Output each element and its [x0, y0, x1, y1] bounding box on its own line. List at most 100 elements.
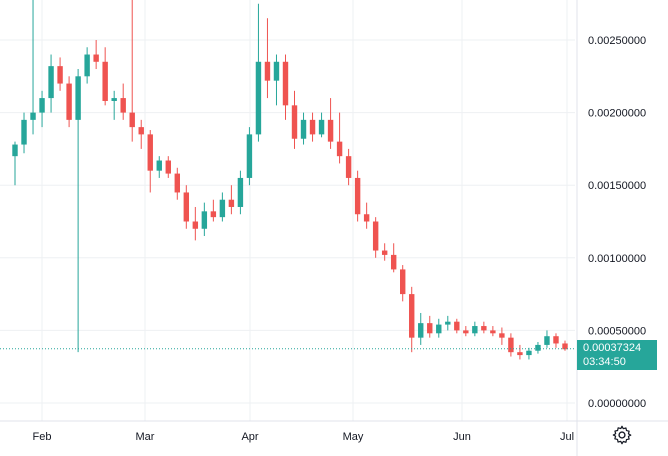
candle-body — [381, 250, 388, 255]
candle — [291, 90, 298, 149]
candle — [526, 347, 532, 360]
candle-body — [138, 127, 144, 135]
candle-body — [526, 350, 532, 356]
candle-body — [12, 144, 18, 157]
candle-body — [273, 61, 280, 81]
candle — [300, 112, 307, 145]
y-tick-label: 0.00200000 — [588, 108, 646, 120]
candle — [553, 333, 559, 348]
candle — [418, 312, 424, 345]
candle — [75, 69, 81, 353]
candle-body — [300, 119, 307, 139]
candle — [354, 170, 361, 222]
candle-body — [499, 333, 505, 338]
candle — [165, 156, 171, 178]
x-tick-label: Mar — [136, 431, 155, 443]
candle-body — [436, 324, 442, 334]
candle — [544, 330, 550, 348]
price-axis[interactable]: 0.00250000 0.00200000 0.00150000 0.00100000… — [588, 35, 646, 410]
candle — [535, 342, 541, 354]
candle — [327, 98, 334, 149]
candle — [318, 112, 325, 138]
candle — [345, 148, 352, 186]
candle — [517, 344, 523, 360]
candle-body — [210, 211, 217, 218]
candle — [255, 3, 262, 142]
candle — [210, 199, 217, 222]
candle-body — [228, 199, 235, 207]
candle-body — [562, 343, 568, 350]
candle — [129, 0, 135, 142]
candle-body — [255, 61, 262, 135]
candle-body — [147, 134, 153, 171]
candle-body — [535, 344, 541, 351]
candle — [174, 167, 180, 200]
candle — [228, 185, 235, 215]
candle — [57, 57, 63, 91]
candle-body — [553, 336, 559, 344]
candle-body — [129, 112, 135, 128]
candle — [436, 318, 442, 338]
candle — [192, 206, 199, 241]
candle — [111, 90, 117, 120]
candle — [372, 217, 379, 258]
candle-body — [174, 173, 180, 193]
candle-body — [192, 221, 199, 229]
candle-body — [84, 54, 90, 77]
candle-body — [463, 330, 469, 334]
candle — [102, 47, 108, 106]
bar-countdown: 03:34:50 — [583, 356, 626, 368]
candle-body — [21, 119, 27, 145]
candles — [12, 0, 568, 360]
candle — [246, 127, 253, 186]
candle-body — [309, 119, 316, 135]
candle — [183, 185, 190, 229]
candle-body — [246, 134, 253, 178]
y-tick-label: 0.00050000 — [588, 325, 646, 337]
x-tick-label: Feb — [33, 431, 52, 443]
time-axis[interactable]: Feb Mar Apr May Jun Jul — [33, 431, 575, 443]
candle — [309, 112, 316, 142]
candle-body — [93, 54, 99, 62]
candle — [363, 202, 370, 229]
candle — [463, 326, 469, 337]
candle — [264, 18, 271, 99]
candle-body — [544, 336, 550, 345]
grid — [0, 0, 575, 421]
candle-body — [445, 321, 451, 325]
candle — [138, 119, 144, 149]
candle — [48, 54, 54, 113]
candle — [336, 112, 343, 164]
candle-body — [327, 119, 334, 142]
candle-body — [156, 160, 162, 171]
candle-body — [354, 177, 361, 215]
candle — [499, 327, 505, 345]
candle-body — [318, 119, 325, 135]
candle-body — [490, 330, 496, 334]
x-tick-label: Jul — [560, 431, 574, 443]
candle-body — [517, 352, 523, 356]
candle-body — [102, 61, 108, 101]
candle — [445, 315, 451, 331]
candle — [84, 47, 90, 84]
y-tick-label: 0.00100000 — [588, 253, 646, 265]
candle — [381, 243, 388, 261]
y-tick-label: 0.00250000 — [588, 35, 646, 47]
candle-body — [363, 214, 370, 222]
last-price-label: 0.00037324 03:34:50 — [577, 340, 657, 370]
candle-body — [201, 211, 208, 229]
candle-body — [57, 66, 63, 84]
candle — [39, 90, 45, 128]
candle-body — [291, 105, 298, 139]
candle — [282, 54, 289, 120]
candle — [147, 130, 153, 193]
candle-body — [418, 323, 424, 338]
candle — [400, 265, 406, 302]
candle-body — [30, 112, 36, 120]
candle — [409, 286, 415, 353]
candle-body — [372, 221, 379, 251]
candle — [93, 40, 99, 70]
gear-icon[interactable] — [611, 424, 633, 446]
candle-body — [237, 177, 244, 207]
